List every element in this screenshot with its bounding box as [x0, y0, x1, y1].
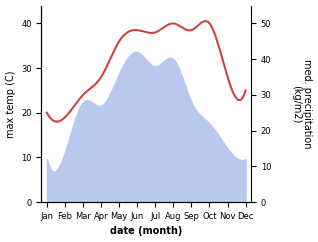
X-axis label: date (month): date (month)	[110, 227, 183, 236]
Y-axis label: max temp (C): max temp (C)	[5, 70, 16, 138]
Y-axis label: med. precipitation
(kg/m2): med. precipitation (kg/m2)	[291, 59, 313, 149]
